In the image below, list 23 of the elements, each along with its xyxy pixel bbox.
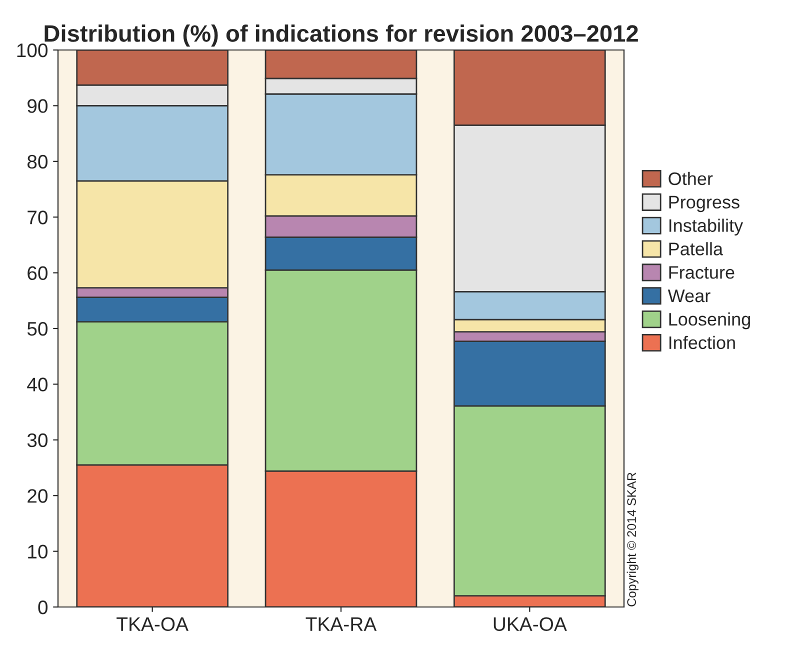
legend-label: Instability xyxy=(669,218,744,236)
y-tick-label: 100 xyxy=(17,43,48,58)
y-tick-label: 40 xyxy=(27,378,48,392)
y-tick-label: 70 xyxy=(28,210,48,224)
y-tick-label: 30 xyxy=(27,433,48,448)
y-tick-label: 0 xyxy=(38,600,48,614)
text: Copyright © 2014 SKAR xyxy=(626,472,638,606)
y-tick-label: 50 xyxy=(27,322,48,336)
y-tick-label: 90 xyxy=(28,99,48,113)
legend-label: Other xyxy=(668,172,713,186)
legend-label: Fracture xyxy=(669,266,734,279)
legend-label: Infection xyxy=(669,336,735,350)
x-tick-label: TKA-OA xyxy=(116,617,188,632)
legend-label: Loosening xyxy=(669,312,750,330)
y-tick-label: 10 xyxy=(28,544,48,559)
y-tick-label: 80 xyxy=(27,154,48,169)
y-tick-label: 20 xyxy=(28,489,48,503)
x-tick-label: TKA-RA xyxy=(306,617,377,631)
legend-label: Patella xyxy=(669,242,724,256)
y-tick-label: 60 xyxy=(28,266,48,280)
legend-label: Wear xyxy=(668,290,710,302)
legend-label: Progress xyxy=(669,196,740,212)
x-tick-label: UKA-OA xyxy=(494,617,567,632)
